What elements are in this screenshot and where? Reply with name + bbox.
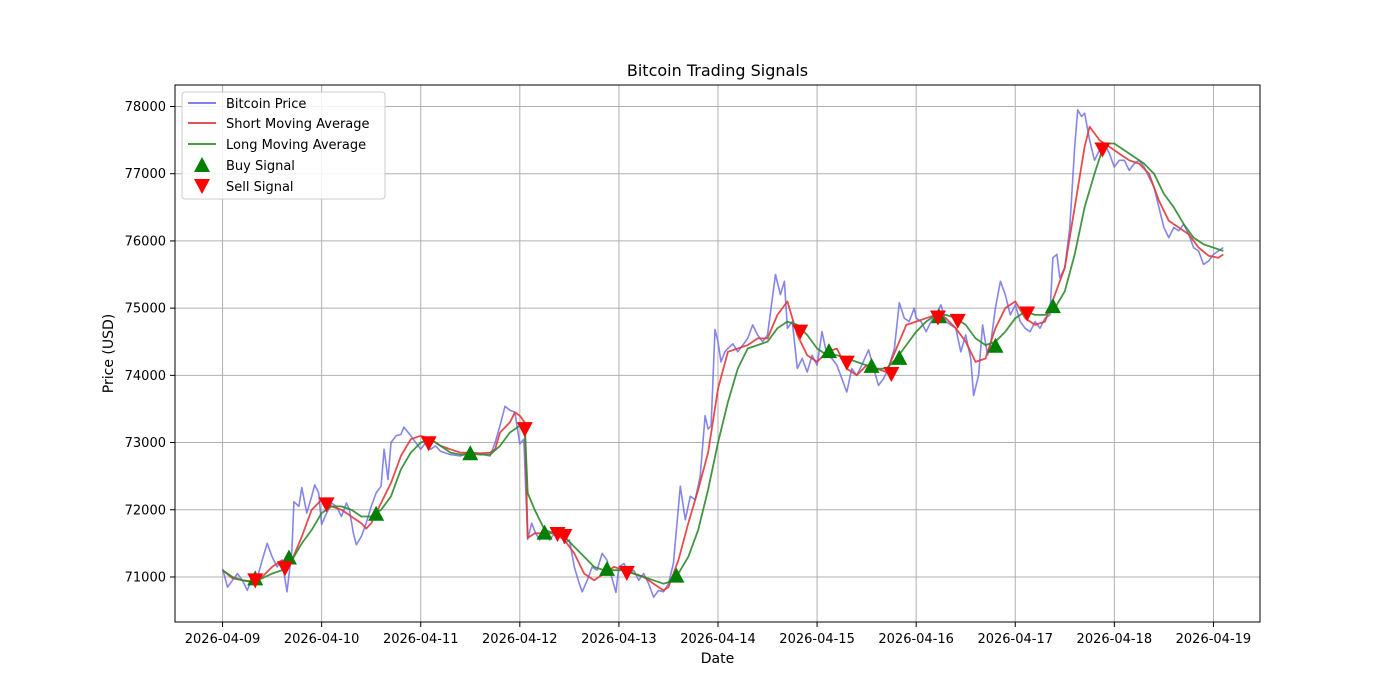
sell-signal-marker — [618, 565, 635, 581]
sell-signal-marker — [838, 355, 855, 371]
buy-signal-marker — [368, 505, 385, 521]
buy-signal-marker — [536, 524, 553, 540]
buy-signal-marker — [891, 349, 908, 365]
sell-signal-marker — [929, 310, 946, 326]
y-tick-label: 76000 — [125, 234, 166, 249]
y-axis-label: Price (USD) — [101, 314, 117, 393]
y-tick-label: 73000 — [125, 436, 166, 451]
x-tick-label: 2026-04-13 — [581, 632, 657, 647]
sell-signal-marker — [792, 324, 809, 340]
sell-signal-marker — [276, 561, 293, 577]
y-tick-label: 78000 — [125, 100, 166, 115]
sell-signal-marker — [556, 528, 573, 544]
sell-signal-marker — [1019, 306, 1036, 322]
legend-item-buy: Buy Signal — [194, 157, 295, 174]
x-tick-label: 2026-04-19 — [1176, 632, 1252, 647]
x-axis-label: Date — [701, 651, 734, 667]
chart-title: Bitcoin Trading Signals — [627, 61, 808, 80]
sell-signal-marker — [883, 366, 900, 382]
sell-signal-marker — [949, 313, 966, 329]
x-tick-label: 2026-04-18 — [1077, 632, 1153, 647]
sell-signal-marker — [247, 573, 264, 589]
x-tick-label: 2026-04-09 — [185, 632, 261, 647]
legend-item-long-ma: Long Moving Average — [188, 138, 366, 153]
y-tick-label: 77000 — [125, 167, 166, 182]
legend-label-buy: Buy Signal — [226, 159, 295, 174]
x-tick-label: 2026-04-10 — [284, 632, 360, 647]
legend-label-short-ma: Short Moving Average — [226, 117, 370, 132]
legend-item-price: Bitcoin Price — [188, 97, 306, 112]
legend-box — [181, 91, 386, 200]
y-tick-label: 75000 — [125, 302, 166, 317]
y-tick-label: 71000 — [125, 570, 166, 585]
x-tick-label: 2026-04-11 — [383, 632, 459, 647]
y-tick-label: 74000 — [125, 369, 166, 384]
buy-signal-marker — [280, 549, 297, 565]
buy-signal-marker — [987, 337, 1004, 353]
x-tick-label: 2026-04-14 — [680, 632, 756, 647]
x-tick-label: 2026-04-15 — [779, 632, 855, 647]
sell-signal-marker — [1094, 142, 1111, 158]
buy-signal-marker — [820, 343, 837, 359]
legend: Bitcoin Price Short Moving Average Long … — [181, 91, 386, 200]
legend-item-sell: Sell Signal — [194, 179, 294, 195]
buy-signal-marker — [863, 357, 880, 373]
legend-label-price: Bitcoin Price — [226, 97, 306, 112]
sell-signal-marker — [516, 422, 533, 438]
buy-triangle-icon — [194, 157, 210, 172]
sell-triangle-icon — [194, 179, 210, 194]
buy-signal-marker — [1044, 298, 1061, 314]
signal-markers — [247, 142, 1111, 589]
sell-signal-marker — [318, 497, 335, 513]
legend-label-long-ma: Long Moving Average — [226, 138, 366, 153]
buy-signal-marker — [668, 567, 685, 583]
buy-signal-marker — [599, 560, 616, 576]
legend-item-short-ma: Short Moving Average — [188, 117, 370, 132]
legend-label-sell: Sell Signal — [226, 180, 294, 195]
buy-signal-marker — [462, 445, 479, 461]
x-tick-label: 2026-04-17 — [977, 632, 1053, 647]
y-tick-label: 72000 — [125, 503, 166, 518]
axis-ticks: 2026-04-09 2026-04-10 2026-04-11 2026-04-12… — [125, 100, 1252, 647]
x-tick-label: 2026-04-16 — [878, 632, 954, 647]
sell-signal-marker — [420, 436, 437, 452]
price-line — [221, 109, 1224, 598]
x-tick-label: 2026-04-12 — [482, 632, 558, 647]
